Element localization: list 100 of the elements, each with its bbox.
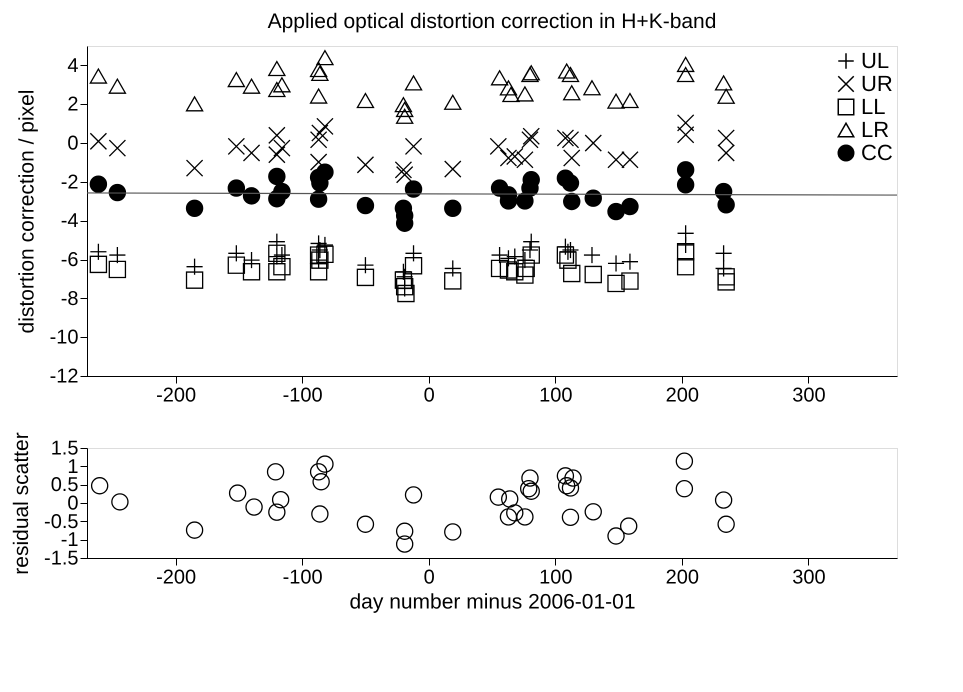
point — [316, 118, 334, 136]
point — [311, 505, 329, 523]
x-tick-label: 100 — [539, 384, 572, 406]
point — [310, 88, 328, 104]
x-tick-label: -200 — [156, 566, 196, 588]
point — [90, 68, 108, 84]
point — [242, 78, 260, 94]
point — [444, 94, 462, 110]
point — [506, 263, 524, 280]
point — [500, 80, 518, 96]
point — [268, 263, 286, 280]
point — [500, 261, 518, 279]
point — [404, 486, 422, 504]
x-tick-label: 200 — [666, 566, 700, 588]
point — [108, 78, 126, 94]
point — [186, 521, 204, 539]
point — [268, 60, 286, 76]
point — [621, 92, 639, 108]
point — [607, 527, 625, 545]
point — [266, 463, 284, 481]
legend-label: UL — [861, 48, 890, 73]
point — [268, 126, 286, 144]
point — [490, 70, 508, 86]
point — [520, 480, 538, 498]
point — [717, 144, 735, 162]
point — [396, 166, 414, 184]
point — [516, 508, 534, 526]
point — [563, 149, 580, 167]
point — [394, 271, 412, 289]
y-tick-label: -4 — [60, 210, 78, 232]
point — [268, 146, 286, 164]
point — [676, 258, 694, 276]
x-tick-label: -100 — [282, 384, 323, 406]
legend-label: LL — [861, 94, 886, 119]
y-tick-label: 0 — [67, 132, 78, 155]
point — [310, 62, 328, 78]
point — [242, 144, 260, 162]
point — [396, 535, 414, 553]
point — [522, 246, 540, 264]
point — [620, 517, 638, 535]
point — [676, 161, 694, 179]
point — [562, 131, 580, 148]
point — [396, 108, 414, 124]
point — [621, 272, 639, 290]
point — [356, 196, 374, 214]
y-tick-label: -2 — [60, 171, 78, 194]
point — [312, 473, 330, 490]
point — [316, 50, 334, 66]
point — [516, 266, 534, 284]
point — [556, 467, 574, 485]
point — [583, 80, 601, 96]
x-tick-label: 300 — [792, 566, 826, 588]
point — [517, 260, 535, 278]
point — [273, 77, 291, 92]
point — [584, 266, 602, 284]
point — [444, 200, 462, 217]
point — [228, 256, 246, 274]
legend-label: UR — [861, 71, 893, 96]
point — [607, 274, 625, 292]
point — [186, 96, 204, 112]
point — [242, 263, 260, 280]
point — [394, 161, 412, 179]
point — [676, 243, 694, 260]
point — [500, 508, 518, 526]
point — [714, 491, 732, 509]
point — [676, 480, 694, 498]
point — [90, 256, 108, 274]
point — [228, 138, 246, 156]
point — [404, 138, 422, 156]
x-tick-label: 0 — [424, 566, 435, 588]
point — [396, 102, 414, 118]
point — [563, 192, 580, 210]
point — [717, 196, 735, 214]
point — [356, 516, 374, 533]
point — [444, 523, 462, 541]
point — [404, 180, 422, 198]
point — [490, 260, 508, 278]
legend-label: LR — [861, 117, 890, 142]
point — [311, 124, 329, 142]
point — [90, 132, 108, 150]
point — [714, 75, 732, 91]
point — [564, 469, 582, 487]
point — [268, 190, 286, 208]
point — [490, 488, 508, 506]
point — [717, 268, 735, 286]
x-tick-label: 0 — [424, 384, 435, 406]
point — [621, 198, 639, 216]
point — [501, 490, 518, 508]
point — [268, 503, 286, 521]
point — [559, 251, 577, 269]
point — [584, 134, 602, 152]
point — [108, 260, 126, 278]
point — [562, 174, 580, 192]
y-tick-label: 2 — [67, 94, 78, 116]
point — [245, 498, 263, 516]
point — [310, 463, 328, 481]
y-tick-label: -10 — [50, 326, 78, 349]
point — [521, 131, 539, 148]
point — [272, 491, 290, 508]
point — [310, 263, 328, 280]
